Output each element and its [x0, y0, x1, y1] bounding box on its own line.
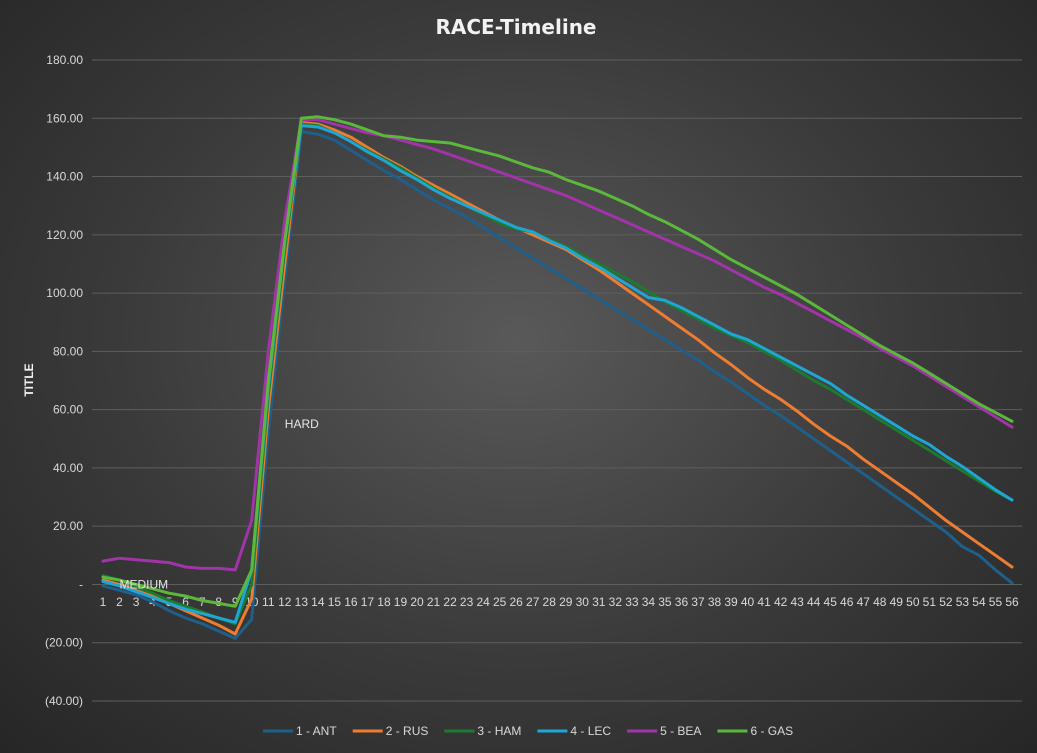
- x-tick-label: 30: [576, 595, 590, 609]
- y-tick-label: (40.00): [45, 694, 83, 708]
- x-tick-label: 46: [840, 595, 854, 609]
- x-tick-label: 15: [328, 595, 342, 609]
- y-tick-label: (20.00): [45, 636, 83, 650]
- x-tick-label: 16: [344, 595, 358, 609]
- x-tick-label: 49: [890, 595, 904, 609]
- x-tick-label: 25: [493, 595, 507, 609]
- x-tick-label: 18: [377, 595, 391, 609]
- x-tick-label: 53: [956, 595, 970, 609]
- y-tick-labels: (40.00) (20.00) - 20.00 40.00 60.00 80.00 100.0…: [45, 53, 83, 708]
- x-tick-label: 35: [658, 595, 672, 609]
- legend: 1 - ANT 2 - RUS 3 - HAM 4 - LEC 5 - BEA 6 - G…: [263, 724, 793, 738]
- x-tick-label: 34: [642, 595, 656, 609]
- y-tick-label: 120.00: [46, 228, 83, 242]
- x-tick-label: 47: [857, 595, 871, 609]
- series-line: [101, 122, 1014, 626]
- x-tick-label: 24: [476, 595, 490, 609]
- x-tick-label: 56: [1005, 595, 1019, 609]
- y-tick-label: 20.00: [53, 519, 83, 533]
- annotation-label: MEDIUM: [120, 577, 169, 591]
- y-axis-label: TITLE: [22, 363, 36, 396]
- y-tick-label: 80.00: [53, 344, 83, 358]
- x-tick-label: 9: [232, 595, 239, 609]
- x-tick-label: 23: [460, 595, 474, 609]
- y-tick-label: 40.00: [53, 461, 83, 475]
- y-tick-label: 160.00: [46, 111, 83, 125]
- x-tick-label: 42: [774, 595, 788, 609]
- x-tick-label: 20: [410, 595, 424, 609]
- legend-label: 6 - GAS: [750, 724, 793, 738]
- x-tick-label: 54: [972, 595, 986, 609]
- legend-label: 3 - HAM: [477, 724, 521, 738]
- x-tick-label: 27: [526, 595, 540, 609]
- x-tick-label: 2: [116, 595, 123, 609]
- y-tick-label: -: [79, 577, 83, 591]
- x-tick-label: 50: [906, 595, 920, 609]
- x-tick-label: 45: [824, 595, 838, 609]
- legend-label: 1 - ANT: [296, 724, 337, 738]
- x-tick-label: 40: [741, 595, 755, 609]
- x-tick-label: 41: [757, 595, 771, 609]
- series-line: [101, 124, 1014, 624]
- chart-title: RACE-Timeline: [436, 15, 597, 39]
- x-tick-label: 28: [543, 595, 557, 609]
- legend-label: 4 - LEC: [570, 724, 611, 738]
- x-tick-label: 33: [625, 595, 639, 609]
- y-tick-label: 100.00: [46, 286, 83, 300]
- legend-label: 5 - BEA: [660, 724, 701, 738]
- series-line: [101, 118, 1014, 572]
- series-lines: [101, 115, 1014, 640]
- x-tick-label: 1: [100, 595, 107, 609]
- x-tick-label: 44: [807, 595, 821, 609]
- x-tick-label: 14: [311, 595, 325, 609]
- x-tick-label: 43: [790, 595, 804, 609]
- x-tick-label: 51: [923, 595, 937, 609]
- x-tick-label: 17: [361, 595, 375, 609]
- x-tick-label: 12: [278, 595, 292, 609]
- x-tick-label: 19: [394, 595, 408, 609]
- x-tick-label: 36: [675, 595, 689, 609]
- x-tick-label: 13: [295, 595, 309, 609]
- annotations: MEDIUM HARD: [120, 417, 320, 591]
- annotation-label: HARD: [285, 417, 319, 431]
- x-tick-label: 21: [427, 595, 441, 609]
- x-tick-label: 38: [708, 595, 722, 609]
- x-tick-label: 29: [559, 595, 573, 609]
- x-tick-label: 52: [939, 595, 953, 609]
- x-tick-label: 26: [510, 595, 524, 609]
- legend-label: 2 - RUS: [386, 724, 429, 738]
- y-tick-label: 60.00: [53, 403, 83, 417]
- y-tick-label: 140.00: [46, 170, 83, 184]
- x-tick-label: 3: [133, 595, 140, 609]
- x-tick-label: 55: [989, 595, 1003, 609]
- series-line: [101, 129, 1014, 640]
- x-tick-label: 11: [262, 595, 275, 609]
- x-tick-label: 39: [724, 595, 738, 609]
- y-tick-label: 180.00: [46, 53, 83, 67]
- x-tick-label: 32: [609, 595, 623, 609]
- x-tick-label: 22: [443, 595, 457, 609]
- x-tick-label: 37: [691, 595, 705, 609]
- series-line: [101, 115, 1014, 608]
- x-tick-label: 31: [592, 595, 606, 609]
- x-tick-label: 48: [873, 595, 887, 609]
- x-tick-label: 6: [182, 595, 189, 609]
